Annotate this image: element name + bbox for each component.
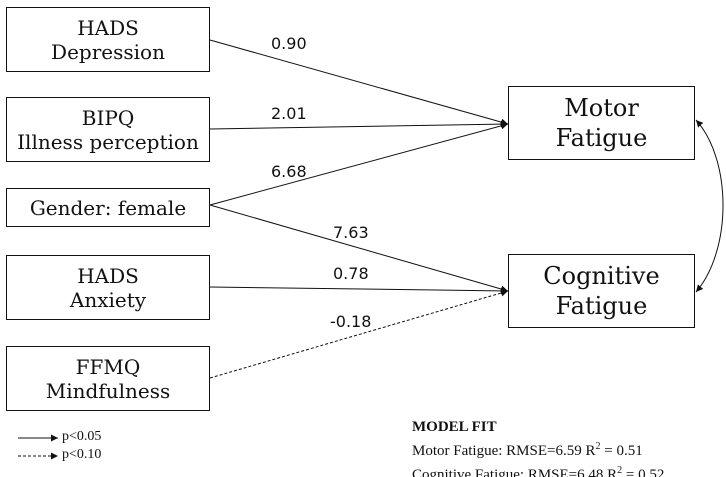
coef-anxiety-cognitive: 0.78	[333, 264, 369, 283]
path-gender-motor	[209, 122, 509, 206]
ffmq-line2: Mindfulness	[45, 378, 171, 403]
cognitive-line2: Fatigue	[555, 292, 648, 320]
model-fit-block: MODEL FIT Motor Fatigue: RMSE=6.59 R2 = …	[412, 417, 664, 477]
path-bipq-motor	[209, 120, 509, 130]
coef-bipq-motor: 2.01	[271, 104, 307, 123]
model-fit-motor-suffix: = 0.51	[600, 443, 643, 459]
cognitive-line1: Cognitive	[543, 262, 660, 290]
model-fit-cognitive: Cognitive Fatigue: RMSE=6.48 R2 = 0.52	[412, 461, 664, 477]
hads-depression-box: HADS Depression	[6, 7, 210, 72]
hads-anxiety-box: HADS Anxiety	[6, 255, 210, 320]
hads-anxiety-line1: HADS	[77, 263, 139, 288]
bipq-line1: BIPQ	[81, 105, 135, 130]
ffmq-line1: FFMQ	[75, 354, 141, 379]
bipq-line2: Illness perception	[17, 129, 199, 154]
hads-anxiety-line2: Anxiety	[69, 287, 147, 312]
model-fit-cognitive-prefix: Cognitive Fatigue: RMSE=6.48 R	[412, 467, 618, 477]
coef-gender-cognitive: 7.63	[333, 223, 369, 242]
model-fit-motor-sup: 2	[595, 441, 601, 452]
model-fit-cognitive-sup: 2	[617, 465, 623, 476]
motor-line2: Fatigue	[555, 124, 648, 152]
path-anxiety-cognitive	[209, 286, 509, 295]
motor-fatigue-box: Motor Fatigue	[508, 86, 695, 160]
gender-box: Gender: female	[6, 188, 210, 227]
gender-label: Gender: female	[29, 195, 187, 220]
ffmq-box: FFMQ Mindfulness	[6, 346, 210, 411]
coef-depression-motor: 0.90	[271, 34, 307, 53]
legend-solid-label: p<0.05	[62, 429, 102, 444]
hads-depression-line1: HADS	[77, 15, 139, 40]
coef-gender-motor: 6.68	[271, 162, 307, 181]
motor-line1: Motor	[564, 94, 639, 122]
legend-dashed-label: p<0.10	[62, 447, 102, 462]
cognitive-fatigue-box: Cognitive Fatigue	[508, 254, 695, 328]
model-fit-motor: Motor Fatigue: RMSE=6.59 R2 = 0.51	[412, 437, 664, 461]
coef-mindfulness-cognitive: -0.18	[330, 312, 372, 331]
path-gender-cognitive	[209, 204, 509, 293]
bipq-box: BIPQ Illness perception	[6, 97, 210, 162]
model-fit-motor-prefix: Motor Fatigue: RMSE=6.59 R	[412, 443, 596, 459]
model-fit-title: MODEL FIT	[412, 419, 497, 435]
path-mindfulness-cognitive	[209, 289, 509, 379]
covariance-arc	[695, 119, 724, 293]
model-fit-cognitive-suffix: = 0.52	[622, 467, 665, 477]
hads-depression-line2: Depression	[51, 39, 165, 64]
path-depression-motor	[209, 39, 509, 126]
